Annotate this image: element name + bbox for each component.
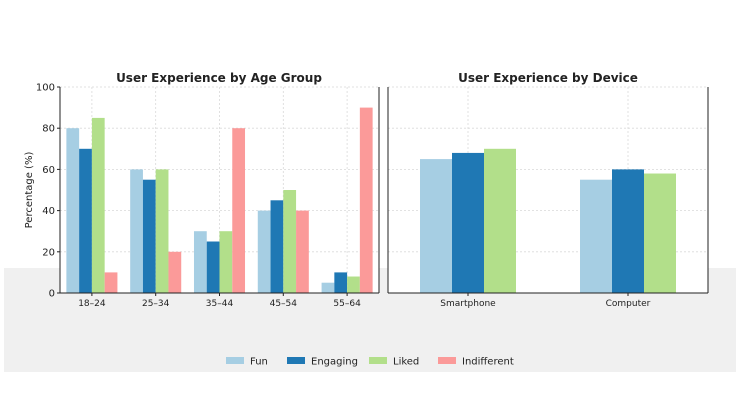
age-bar-engaging-0 bbox=[79, 148, 92, 293]
device-bar-fun-0 bbox=[420, 159, 452, 293]
age-xtick-label: 35–44 bbox=[206, 299, 234, 309]
age-bar-indifferent-3 bbox=[296, 210, 309, 293]
legend-swatch-engaging bbox=[287, 357, 305, 364]
device-bar-engaging-1 bbox=[612, 169, 644, 293]
age-bar-indifferent-2 bbox=[232, 128, 246, 293]
age-bar-indifferent-1 bbox=[168, 251, 182, 293]
age-bar-indifferent-0 bbox=[104, 272, 118, 293]
age-bar-fun-3 bbox=[257, 210, 271, 293]
legend-label-indifferent: Indifferent bbox=[462, 357, 514, 368]
device-bar-liked-1 bbox=[644, 173, 676, 293]
age-xtick-label: 25–34 bbox=[142, 299, 170, 309]
age-bar-engaging-4 bbox=[334, 272, 348, 293]
age-group-title: User Experience by Age Group bbox=[116, 71, 322, 85]
age-ytick-label: 100 bbox=[36, 83, 55, 94]
legend-label-engaging: Engaging bbox=[311, 357, 358, 368]
age-bar-indifferent-4 bbox=[359, 107, 373, 293]
age-bar-engaging-3 bbox=[270, 200, 284, 293]
device-bar-engaging-0 bbox=[452, 152, 484, 293]
age-bar-engaging-2 bbox=[206, 241, 220, 293]
age-xtick-label: 18–24 bbox=[78, 299, 106, 309]
age-group-ylabel: Percentage (%) bbox=[24, 152, 35, 229]
age-ytick-label: 60 bbox=[42, 165, 55, 176]
age-ytick-label: 80 bbox=[42, 124, 55, 135]
age-bar-fun-4 bbox=[321, 282, 335, 293]
legend-swatch-liked bbox=[369, 357, 387, 364]
age-bar-liked-4 bbox=[347, 276, 360, 293]
age-xtick-label: 45–54 bbox=[270, 299, 298, 309]
age-bar-liked-1 bbox=[155, 169, 169, 293]
legend-label-fun: Fun bbox=[250, 357, 268, 368]
age-bar-fun-1 bbox=[130, 169, 143, 293]
legend-swatch-indifferent bbox=[438, 357, 456, 364]
age-ytick-label: 40 bbox=[42, 206, 55, 217]
legend: Fun Engaging Liked Indifferent bbox=[226, 357, 514, 368]
device-title: User Experience by Device bbox=[458, 71, 638, 85]
age-ytick-label: 0 bbox=[49, 289, 55, 300]
age-xtick-label: 55–64 bbox=[333, 299, 361, 309]
age-bar-liked-0 bbox=[91, 117, 105, 294]
device-xtick-label: Computer bbox=[606, 299, 651, 309]
age-bar-liked-2 bbox=[219, 231, 233, 293]
device-xtick-label: Smartphone bbox=[440, 299, 496, 309]
age-ytick-label: 20 bbox=[42, 247, 55, 258]
device-bar-fun-1 bbox=[580, 179, 612, 293]
age-bar-liked-3 bbox=[283, 190, 297, 293]
legend-label-liked: Liked bbox=[393, 357, 419, 368]
legend-swatch-fun bbox=[226, 357, 244, 364]
age-group-panel: 18–24 25–34 35–44 45–54 55–64 0 20 40 60 80 100 Us… bbox=[24, 71, 380, 309]
age-bar-engaging-1 bbox=[142, 179, 156, 293]
device-panel: Smartphone Computer User Experience by De… bbox=[387, 71, 709, 309]
age-bar-fun-2 bbox=[193, 231, 207, 293]
device-bar-liked-0 bbox=[484, 148, 516, 293]
age-bar-fun-0 bbox=[66, 128, 80, 293]
